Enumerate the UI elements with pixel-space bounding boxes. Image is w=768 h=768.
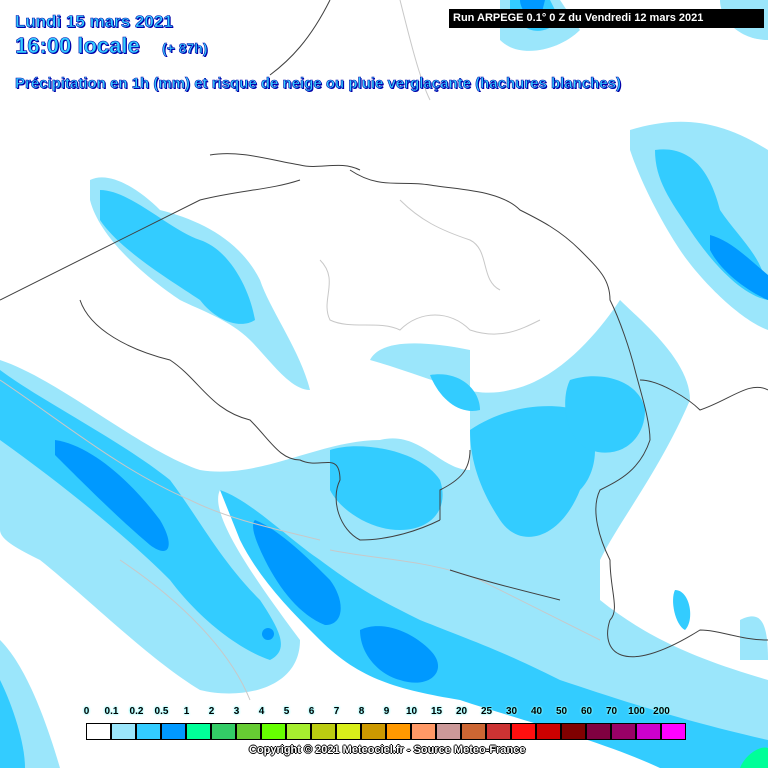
legend-swatch — [236, 723, 261, 740]
legend-label: 0.2 — [129, 706, 144, 717]
legend-label: 3 — [233, 706, 240, 717]
legend-swatch — [411, 723, 436, 740]
legend-swatch — [486, 723, 511, 740]
legend-swatch — [461, 723, 486, 740]
legend-label: 60 — [580, 706, 593, 717]
legend-swatch — [511, 723, 536, 740]
region-boundaries — [0, 0, 601, 701]
legend-swatch — [86, 723, 111, 740]
legend-swatch — [561, 723, 586, 740]
legend-swatch — [211, 723, 236, 740]
legend-swatch — [386, 723, 411, 740]
legend-label: 70 — [605, 706, 618, 717]
legend-label: 6 — [308, 706, 315, 717]
legend-swatch — [286, 723, 311, 740]
copyright: Copyright © 2021 Meteociel.fr - Source M… — [249, 744, 526, 756]
legend-label: 7 — [333, 706, 340, 717]
model-run-label: Run ARPEGE 0.1° 0 Z du Vendredi 12 mars … — [449, 9, 764, 28]
legend-label: 9 — [383, 706, 390, 717]
legend-label: 20 — [455, 706, 468, 717]
precip-heavy-areas — [55, 0, 768, 683]
legend-label: 200 — [653, 706, 670, 717]
legend-swatch — [361, 723, 386, 740]
legend-label: 4 — [258, 706, 265, 717]
legend-label: 2 — [208, 706, 215, 717]
legend-swatch — [111, 723, 136, 740]
legend-label: 0.1 — [104, 706, 119, 717]
legend-swatch — [611, 723, 636, 740]
precip-green-area — [740, 747, 768, 768]
country-borders — [0, 0, 768, 658]
legend-swatch — [661, 723, 686, 740]
legend-swatch — [161, 723, 186, 740]
legend-swatch — [311, 723, 336, 740]
legend-swatch — [186, 723, 211, 740]
legend-label: 0 — [83, 706, 90, 717]
legend-label: 8 — [358, 706, 365, 717]
map-subtitle: Précipitation en 1h (mm) et risque de ne… — [15, 75, 622, 93]
legend-label: 25 — [480, 706, 493, 717]
legend-label: 0.5 — [154, 706, 169, 717]
forecast-lead-time: (+ 87h) — [162, 40, 208, 57]
forecast-time: 16:00 locale — [15, 33, 140, 59]
legend-swatch — [136, 723, 161, 740]
legend-label: 1 — [183, 706, 190, 717]
legend-swatch — [336, 723, 361, 740]
legend-swatch — [586, 723, 611, 740]
legend-label: 50 — [555, 706, 568, 717]
legend-label: 5 — [283, 706, 290, 717]
legend-label: 40 — [530, 706, 543, 717]
legend-swatch — [436, 723, 461, 740]
legend-label: 10 — [405, 706, 418, 717]
legend-swatch — [536, 723, 561, 740]
legend-label: 15 — [430, 706, 443, 717]
legend-swatch — [636, 723, 661, 740]
legend-swatch — [261, 723, 286, 740]
legend-label: 100 — [628, 706, 645, 717]
legend-label: 30 — [505, 706, 518, 717]
forecast-date: Lundi 15 mars 2021 — [15, 12, 173, 32]
